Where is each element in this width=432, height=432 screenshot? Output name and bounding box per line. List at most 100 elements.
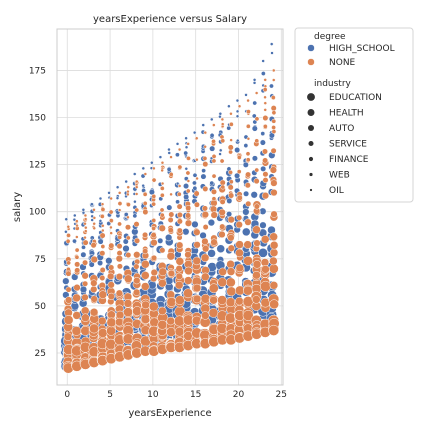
data-point: [115, 255, 123, 263]
data-point: [192, 180, 197, 186]
data-point: [229, 111, 233, 116]
data-points: [60, 42, 280, 374]
data-point: [202, 161, 209, 168]
data-point: [72, 238, 77, 244]
data-point: [271, 68, 276, 73]
data-point: [166, 251, 176, 261]
data-point: [107, 310, 116, 319]
data-point: [159, 185, 165, 191]
legend-size-marker: [307, 93, 315, 101]
data-point: [71, 326, 82, 336]
data-point: [82, 259, 89, 266]
data-point: [201, 237, 209, 246]
data-point: [81, 293, 89, 302]
data-point: [261, 148, 268, 155]
data-point: [65, 270, 72, 277]
data-point: [157, 237, 164, 244]
data-point: [270, 95, 276, 100]
data-point: [142, 191, 148, 197]
data-point: [217, 277, 228, 288]
data-point: [219, 158, 225, 164]
data-point: [252, 260, 262, 269]
data-point: [262, 124, 268, 129]
data-point: [269, 299, 279, 310]
data-point: [177, 147, 182, 152]
data-point: [259, 221, 267, 229]
legend-size-marker: [308, 156, 314, 162]
legend-size-label: SERVICE: [329, 140, 367, 150]
data-point: [159, 207, 165, 213]
data-point: [186, 179, 191, 183]
data-point: [134, 185, 139, 189]
data-point: [142, 231, 149, 238]
data-point: [92, 226, 96, 231]
data-point: [160, 181, 165, 186]
data-point: [115, 289, 123, 297]
data-point: [211, 158, 217, 164]
data-point: [151, 226, 156, 231]
data-point: [115, 196, 120, 200]
data-point: [200, 253, 210, 263]
data-point: [174, 280, 184, 290]
data-point: [210, 117, 214, 122]
data-point: [63, 315, 74, 325]
data-point: [218, 267, 227, 277]
data-point: [126, 192, 130, 197]
data-point: [192, 256, 202, 266]
data-point: [66, 260, 71, 266]
data-point: [227, 234, 235, 242]
data-point: [263, 78, 267, 82]
data-point: [135, 179, 139, 184]
data-point: [182, 228, 190, 236]
data-point: [186, 142, 190, 146]
data-point: [133, 263, 140, 270]
data-point: [89, 307, 99, 317]
data-point: [83, 229, 88, 233]
data-point: [252, 81, 257, 85]
data-point: [123, 274, 133, 284]
data-point: [150, 160, 154, 165]
legend-hue-title: degree: [314, 32, 346, 42]
data-point: [228, 192, 235, 199]
data-point: [125, 235, 131, 241]
x-tick-label: 15: [190, 390, 201, 400]
data-point: [210, 188, 217, 195]
data-point: [168, 171, 174, 177]
legend-size-marker: [308, 140, 314, 147]
data-point: [269, 232, 278, 241]
data-point: [207, 249, 216, 258]
data-point: [235, 240, 244, 249]
data-point: [75, 235, 79, 239]
legend-size-marker: [308, 125, 314, 131]
data-point: [147, 280, 157, 290]
data-point: [211, 196, 217, 202]
data-point: [262, 171, 269, 178]
data-point: [236, 155, 242, 160]
data-point: [250, 191, 258, 199]
data-point: [166, 166, 172, 172]
data-point: [252, 78, 257, 82]
data-point: [270, 210, 278, 218]
data-point: [124, 224, 131, 231]
data-point: [82, 280, 89, 287]
data-point: [158, 306, 167, 316]
data-point: [134, 192, 139, 196]
data-point: [269, 248, 279, 257]
data-point: [74, 254, 80, 260]
data-point: [244, 182, 251, 189]
data-point: [141, 166, 146, 171]
data-point: [117, 201, 123, 206]
data-point: [141, 183, 145, 188]
data-point: [117, 208, 122, 212]
data-point: [115, 310, 125, 320]
data-point: [167, 151, 171, 155]
data-point: [184, 266, 193, 276]
data-point: [106, 317, 117, 328]
data-point: [80, 251, 87, 258]
data-point: [126, 185, 130, 189]
data-point: [212, 123, 216, 127]
data-point: [218, 148, 223, 153]
data-point: [218, 152, 222, 156]
data-point: [242, 208, 250, 216]
data-point: [235, 221, 243, 229]
